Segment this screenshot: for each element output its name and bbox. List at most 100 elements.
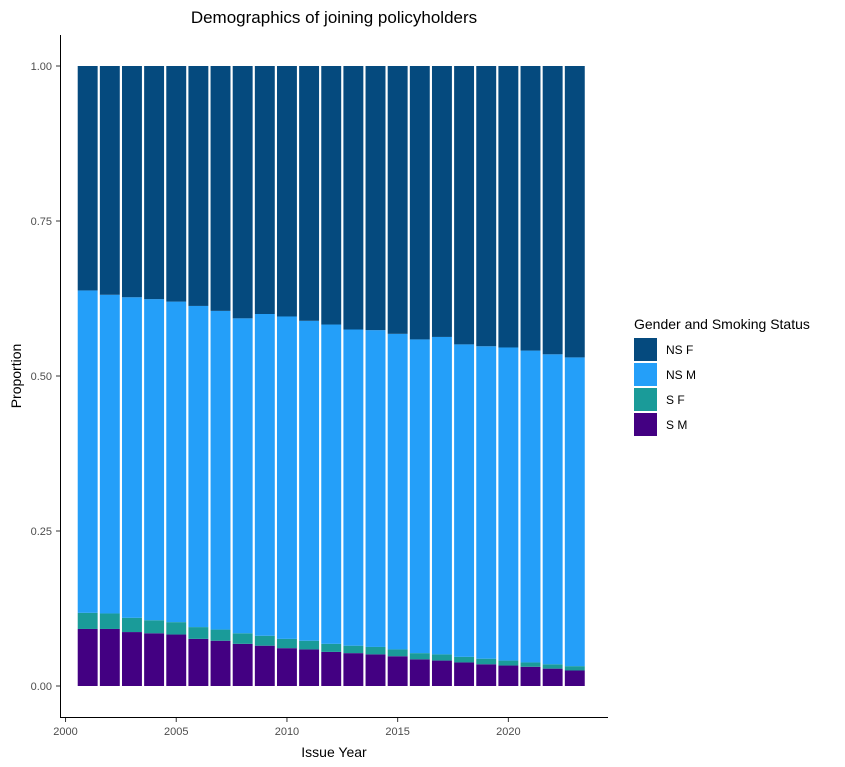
bar-segment-ns-f-2015: [387, 66, 408, 334]
bar-segment-ns-f-2019: [476, 66, 497, 347]
bar-segment-s-f-2009: [254, 635, 275, 646]
bar-segment-ns-m-2019: [476, 346, 497, 659]
x-tick-label: 2015: [385, 726, 409, 738]
x-tick-label: 2020: [496, 726, 520, 738]
bar-segment-s-m-2010: [276, 648, 297, 686]
bar-segment-ns-m-2008: [232, 318, 253, 634]
chart-title: Demographics of joining policyholders: [191, 8, 477, 27]
legend-swatch-ns-f: [634, 338, 657, 361]
bar-segment-s-f-2004: [144, 620, 165, 634]
bar-segment-ns-f-2010: [276, 66, 297, 317]
bar-segment-ns-f-2008: [232, 66, 253, 319]
bar-segment-ns-m-2015: [387, 333, 408, 650]
bar-segment-ns-f-2012: [321, 66, 342, 325]
bar-segment-ns-f-2009: [254, 66, 275, 314]
bar-segment-s-m-2019: [476, 664, 497, 686]
bar-segment-ns-m-2013: [343, 329, 364, 646]
bar-segment-ns-m-2006: [188, 305, 209, 628]
bar-segment-s-m-2014: [365, 654, 386, 686]
bar-segment-s-f-2005: [166, 622, 187, 635]
bar-segment-s-m-2018: [454, 662, 475, 686]
legend-items: NS F NS M S F S M: [634, 338, 696, 436]
bar-segment-ns-f-2022: [542, 66, 563, 355]
x-tick-label: 2000: [53, 726, 77, 738]
bar-segment-s-m-2002: [99, 628, 120, 686]
bar-segment-s-m-2009: [254, 645, 275, 686]
bar-segment-s-f-2006: [188, 627, 209, 639]
bar-segment-ns-m-2004: [144, 299, 165, 621]
bar-segment-ns-f-2002: [99, 66, 120, 295]
legend-swatch-s-f: [634, 388, 657, 411]
bar-segment-ns-m-2011: [299, 320, 320, 641]
y-tick-label: 1.00: [31, 61, 52, 73]
bar-segment-s-f-2008: [232, 633, 253, 644]
bar-segment-s-m-2021: [520, 666, 541, 686]
legend-title: Gender and Smoking Status: [634, 316, 810, 332]
bar-segment-ns-f-2005: [166, 66, 187, 302]
bar-segment-ns-f-2023: [564, 66, 585, 358]
bar-segment-ns-f-2017: [431, 66, 452, 337]
bar-segment-s-f-2019: [476, 658, 497, 665]
bar-segment-ns-m-2016: [409, 339, 430, 654]
x-ticks: 2000 2005 2010 2015 2020: [53, 718, 521, 738]
bar-segment-s-m-2003: [121, 632, 142, 686]
bar-segment-s-m-2017: [431, 660, 452, 686]
bar-segment-s-f-2016: [409, 653, 430, 660]
bar-segment-ns-m-2002: [99, 294, 120, 614]
bar-segment-s-m-2023: [564, 670, 585, 686]
legend-swatch-ns-m: [634, 363, 657, 386]
bar-segment-s-f-2021: [520, 662, 541, 667]
bar-segment-ns-f-2001: [77, 66, 98, 291]
bar-segment-s-f-2014: [365, 646, 386, 655]
bar-segment-ns-m-2018: [454, 344, 475, 657]
bar-segment-s-m-2012: [321, 651, 342, 686]
x-axis-title: Issue Year: [301, 744, 367, 760]
y-ticks: 0.00 0.25 0.50 0.75 1.00: [31, 61, 60, 693]
bar-segment-s-f-2022: [542, 664, 563, 669]
bar-segment-s-f-2011: [299, 640, 320, 650]
bars-group: [77, 66, 585, 686]
bar-segment-s-m-2022: [542, 668, 563, 686]
bar-segment-ns-m-2010: [276, 316, 297, 639]
bar-segment-ns-f-2006: [188, 66, 209, 306]
y-tick-label: 0.25: [31, 526, 52, 538]
bar-segment-s-m-2001: [77, 628, 98, 686]
bar-segment-ns-m-2001: [77, 290, 98, 613]
bar-segment-ns-m-2007: [210, 310, 231, 630]
bar-segment-ns-f-2003: [121, 66, 142, 298]
bar-segment-s-m-2011: [299, 649, 320, 686]
bar-segment-s-f-2013: [343, 645, 364, 654]
bar-segment-ns-f-2014: [365, 66, 386, 331]
bar-segment-ns-m-2020: [498, 347, 519, 661]
bar-segment-s-f-2010: [276, 638, 297, 649]
legend-swatch-s-m: [634, 413, 657, 436]
bar-segment-s-m-2016: [409, 659, 430, 686]
bar-segment-s-f-2007: [210, 629, 231, 641]
bar-segment-ns-m-2023: [564, 357, 585, 667]
legend-label-ns-f: NS F: [666, 343, 693, 357]
bar-segment-s-f-2015: [387, 649, 408, 657]
bar-segment-ns-f-2011: [299, 66, 320, 321]
bar-segment-ns-m-2022: [542, 354, 563, 665]
bar-segment-s-f-2023: [564, 666, 585, 671]
bar-segment-ns-m-2003: [121, 297, 142, 618]
bar-segment-ns-m-2021: [520, 350, 541, 663]
bar-segment-ns-f-2013: [343, 66, 364, 330]
bar-segment-s-m-2008: [232, 643, 253, 686]
bar-segment-ns-m-2009: [254, 314, 275, 636]
bar-segment-ns-f-2020: [498, 66, 519, 348]
y-axis-title: Proportion: [8, 344, 24, 409]
x-tick-label: 2010: [275, 726, 299, 738]
bar-segment-s-m-2013: [343, 653, 364, 686]
y-tick-label: 0.75: [31, 216, 52, 228]
legend-label-s-f: S F: [666, 393, 685, 407]
y-tick-label: 0.50: [31, 371, 52, 383]
legend: Gender and Smoking Status NS F NS M S F S M: [634, 316, 810, 436]
bar-segment-ns-f-2021: [520, 66, 541, 351]
bar-segment-ns-f-2007: [210, 66, 231, 311]
bar-segment-s-m-2015: [387, 656, 408, 686]
bar-segment-s-f-2018: [454, 656, 475, 663]
bar-segment-ns-f-2018: [454, 66, 475, 345]
x-tick-label: 2005: [164, 726, 188, 738]
